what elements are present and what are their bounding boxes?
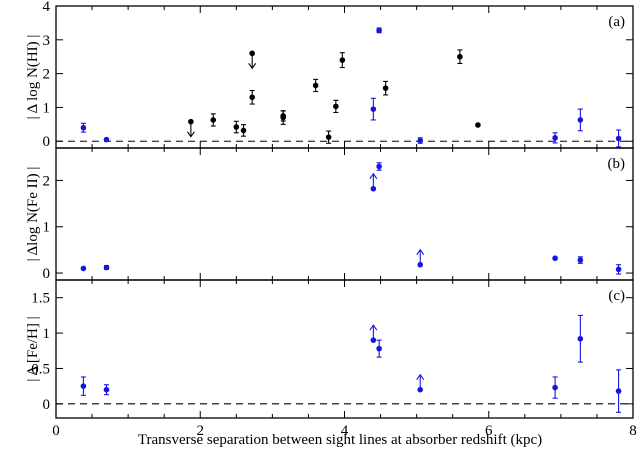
panel-tag: (a): [608, 14, 625, 30]
data-point-panel1-s1-2: [233, 124, 240, 130]
x-tick-label: 6: [485, 423, 493, 439]
panel-3: 0 0.5 1 1.5 | Δ [Fe/H] | (c): [25, 279, 634, 419]
y-tick-label: 0: [43, 266, 51, 282]
data-point-panel3-s0-6: [577, 335, 584, 342]
data-point-panel1-s0-2: [370, 106, 377, 112]
data-point-panel1-s0-7: [615, 135, 622, 142]
panel-2: 0 1 2| Δlog N(Fe II) | (b): [25, 147, 634, 282]
x-axis-label: Transverse separation between sight line…: [138, 432, 542, 448]
lower-limit-arrowhead: [369, 324, 378, 331]
data-point-panel1-s1-5: [249, 94, 255, 101]
data-point-panel1-s1-13: [457, 53, 463, 60]
y-axis-label: | Δ log N(HI) |: [25, 35, 41, 120]
y-tick-label: 3: [43, 33, 51, 49]
x-tick-label: 0: [52, 423, 60, 439]
data-point-panel3-s0-3: [376, 345, 382, 352]
y-tick-label: 1: [43, 326, 51, 342]
y-axis-label: | Δ [Fe/H] |: [25, 316, 41, 381]
data-point-panel3-s0-7: [615, 388, 622, 394]
data-point-panel1-s0-5: [552, 135, 558, 141]
data-point-panel2-s0-3: [376, 163, 382, 170]
x-tick-label: 8: [629, 423, 637, 439]
data-point-panel1-s0-1: [103, 136, 110, 143]
lower-limit-arrowhead: [416, 373, 425, 381]
lower-limit-arrowhead: [416, 248, 425, 256]
x-tick-label: 4: [341, 423, 349, 439]
data-point-panel1-s1-1: [210, 117, 217, 123]
y-tick-label: 0.5: [31, 361, 50, 377]
panel-tag: (b): [608, 156, 626, 172]
y-tick-label: 0: [43, 397, 51, 413]
y-axis-label: | Δlog N(Fe II) |: [25, 167, 41, 262]
data-point-panel2-s0-6: [577, 257, 584, 263]
lower-limit-arrowhead: [369, 172, 378, 180]
data-point-panel1-s1-4: [249, 50, 255, 57]
data-point-panel3-s0-4: [417, 386, 424, 393]
panel-tag: (c): [608, 288, 625, 304]
y-tick-label: 0: [43, 134, 51, 150]
data-point-panel1-s1-9: [325, 134, 332, 140]
data-point-panel3-s0-0: [80, 383, 87, 389]
data-point-panel1-s1-8: [312, 82, 319, 89]
data-point-panel3-s0-2: [370, 337, 377, 343]
y-tick-label: 1.5: [31, 291, 50, 307]
data-point-panel3-s0-1: [103, 386, 110, 393]
panel-1: 0 1 2 3 4 | Δ log N(HI) | (a): [25, 0, 634, 150]
x-tick-label: 2: [197, 423, 205, 439]
panel-frame: [55, 147, 634, 281]
y-tick-label: 4: [43, 0, 51, 15]
data-point-panel1-s1-10: [333, 103, 339, 110]
y-tick-label: 1: [43, 100, 51, 116]
data-point-panel1-s0-3: [376, 27, 382, 34]
data-point-panel2-s0-0: [80, 265, 87, 272]
upper-limit-arrowhead: [186, 131, 195, 138]
data-point-panel3-s0-5: [552, 384, 558, 391]
data-point-panel2-s0-1: [103, 264, 110, 271]
y-tick-label: 1: [43, 220, 51, 236]
data-point-panel1-s1-11: [339, 57, 346, 63]
data-point-panel1-s1-14: [475, 122, 481, 128]
upper-limit-arrowhead: [248, 63, 257, 70]
panel-frame: [55, 279, 634, 419]
data-point-panel1-s1-3: [240, 127, 247, 134]
data-point-panel1-s0-4: [417, 137, 424, 144]
y-tick-label: 2: [43, 67, 51, 83]
data-point-panel1-s0-6: [577, 117, 584, 123]
data-point-panel1-s1-12: [382, 85, 389, 91]
data-point-panel2-s0-5: [552, 255, 558, 262]
data-point-panel2-s0-2: [370, 185, 377, 192]
data-point-panel2-s0-7: [615, 266, 622, 273]
data-point-panel2-s0-4: [417, 261, 424, 268]
data-point-panel1-s1-0: [188, 118, 194, 125]
panel-frame: [55, 5, 634, 149]
data-point-panel1-s0-0: [80, 124, 87, 131]
data-point-panel1-s1-7: [280, 114, 286, 121]
y-tick-label: 2: [43, 173, 51, 189]
